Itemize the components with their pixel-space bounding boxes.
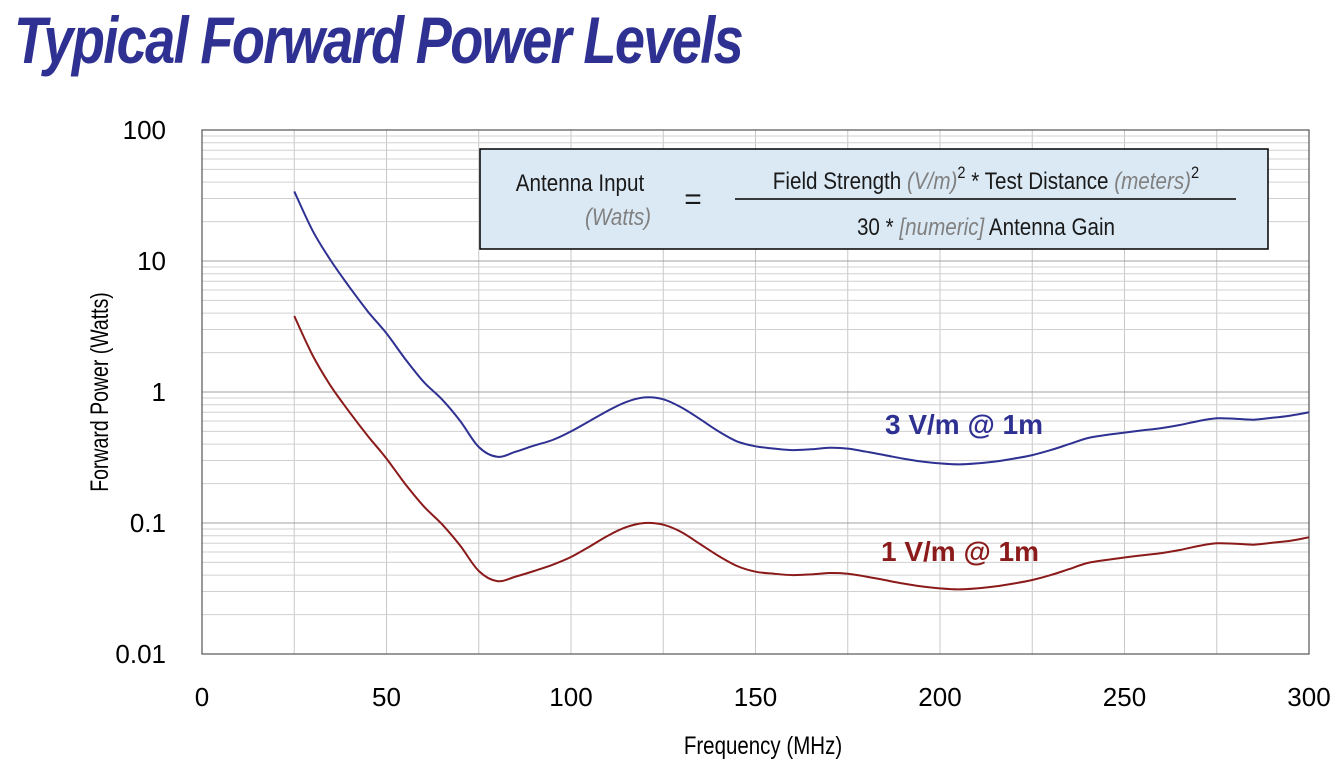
series-line-1 [293, 190, 1310, 466]
y-tick-label: 1 [152, 377, 166, 407]
equation-numerator: Field Strength (V/m)2 * Test Distance (m… [773, 164, 1200, 194]
series-labels: 3 V/m @ 1m 1 V/m @ 1m [881, 409, 1043, 567]
x-tick-label: 0 [195, 682, 209, 712]
y-axis-label: Forward Power (Watts) [86, 292, 114, 492]
y-axis-ticks: 0.01 0.1 1 10 100 [115, 115, 166, 669]
chart-title: Typical Forward Power Levels [14, 3, 744, 77]
x-tick-label: 150 [734, 682, 777, 712]
x-tick-label: 50 [372, 682, 401, 712]
series-group [293, 190, 1310, 591]
equation-equals: = [684, 183, 702, 216]
equation-denominator: 30 * [numeric] Antenna Gain [857, 214, 1115, 241]
equation-lhs: Antenna Input [516, 170, 645, 197]
x-tick-label: 100 [549, 682, 592, 712]
x-tick-label: 250 [1103, 682, 1146, 712]
equation-lhs-unit: (Watts) [585, 204, 651, 231]
plot-area-border [201, 129, 1310, 655]
x-tick-label: 200 [918, 682, 961, 712]
series-label-2: 1 V/m @ 1m [881, 536, 1039, 567]
x-axis-label: Frequency (MHz) [684, 731, 842, 759]
y-tick-label: 100 [123, 115, 166, 145]
equation-box: Antenna Input (Watts) = Field Strength (… [479, 148, 1269, 250]
y-tick-label: 10 [137, 246, 166, 276]
y-tick-label: 0.01 [115, 639, 166, 669]
series-line-2 [293, 315, 1310, 591]
x-tick-label: 300 [1287, 682, 1330, 712]
x-axis-ticks: 0 50 100 150 200 250 300 [195, 682, 1331, 712]
series-label-1: 3 V/m @ 1m [885, 409, 1043, 440]
y-tick-label: 0.1 [130, 508, 166, 538]
